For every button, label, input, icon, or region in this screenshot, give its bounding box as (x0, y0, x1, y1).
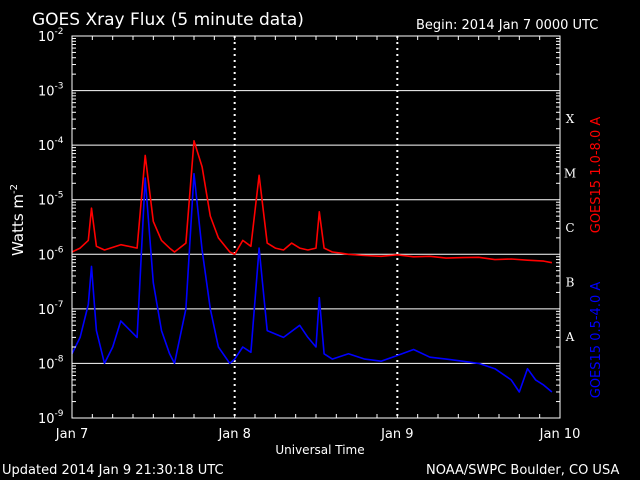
y-tick-label: 10-4 (38, 136, 64, 154)
flare-class-label: M (564, 166, 576, 180)
flare-class-label: C (565, 221, 574, 235)
grid (72, 36, 560, 418)
y-tick-base: 10 (38, 412, 55, 427)
legend-label-2: GOES15 0.5-4.0 A (589, 282, 604, 399)
updated-time: Updated 2014 Jan 9 21:30:18 UTC (2, 463, 224, 478)
y-tick-label: 10-6 (38, 245, 64, 263)
x-tick-label: Jan 8 (217, 427, 250, 442)
y-tick-base: 10 (38, 357, 55, 372)
flare-class-label: A (565, 330, 575, 344)
begin-time: Begin: 2014 Jan 7 0000 UTC (416, 18, 598, 33)
flare-class-labels: A B C M X (564, 112, 576, 344)
y-tick-label: 10-8 (38, 354, 64, 372)
series-line-1 (71, 140, 553, 264)
flare-class-label: X (566, 112, 575, 126)
flare-class-label: B (566, 276, 575, 290)
x-tick-label: Jan 7 (55, 427, 88, 442)
y-tick-exponent: -6 (55, 245, 64, 255)
y-axis-label-main: Watts m (9, 194, 27, 256)
y-tick-exponent: -3 (55, 82, 64, 92)
svg-text:Watts m-2: Watts m-2 (9, 184, 27, 256)
legend: GOES15 1.0-8.0 A GOES15 0.5-4.0 A (589, 117, 604, 399)
series-line-2 (71, 172, 553, 393)
y-tick-base: 10 (38, 85, 55, 100)
y-tick-label: 10-3 (38, 82, 64, 100)
y-tick-exponent: -7 (55, 300, 64, 310)
y-tick-label: 10-2 (38, 27, 64, 45)
y-tick-base: 10 (38, 30, 55, 45)
y-tick-base: 10 (38, 248, 55, 263)
y-tick-exponent: -9 (55, 409, 64, 419)
chart-title: GOES Xray Flux (5 minute data) (32, 10, 304, 30)
y-tick-label: 10-5 (38, 191, 64, 209)
y-tick-exponent: -2 (55, 27, 64, 37)
y-tick-base: 10 (38, 303, 55, 318)
plot-frame (71, 35, 561, 419)
plot-border (71, 35, 561, 419)
x-ticks: Jan 7 Jan 8 Jan 9 Jan 10 (55, 427, 581, 442)
legend-label-1: GOES15 1.0-8.0 A (589, 117, 604, 234)
x-tick-label: Jan 9 (380, 427, 413, 442)
y-ticks: 10-910-810-710-610-510-410-310-2 (38, 27, 64, 427)
y-tick-exponent: -5 (55, 191, 64, 201)
x-axis-label: Universal Time (275, 443, 364, 457)
y-tick-base: 10 (38, 139, 55, 154)
credit: NOAA/SWPC Boulder, CO USA (426, 463, 619, 478)
series-layer (71, 140, 553, 393)
y-tick-label: 10-9 (38, 409, 64, 427)
y-tick-exponent: -8 (55, 354, 64, 364)
y-tick-label: 10-7 (38, 300, 64, 318)
y-tick-exponent: -4 (55, 136, 64, 146)
y-tick-base: 10 (38, 194, 55, 209)
y-axis-label-exp: -2 (9, 184, 20, 194)
y-axis-label: Watts m-2 (9, 184, 27, 256)
x-tick-label: Jan 10 (539, 427, 581, 442)
